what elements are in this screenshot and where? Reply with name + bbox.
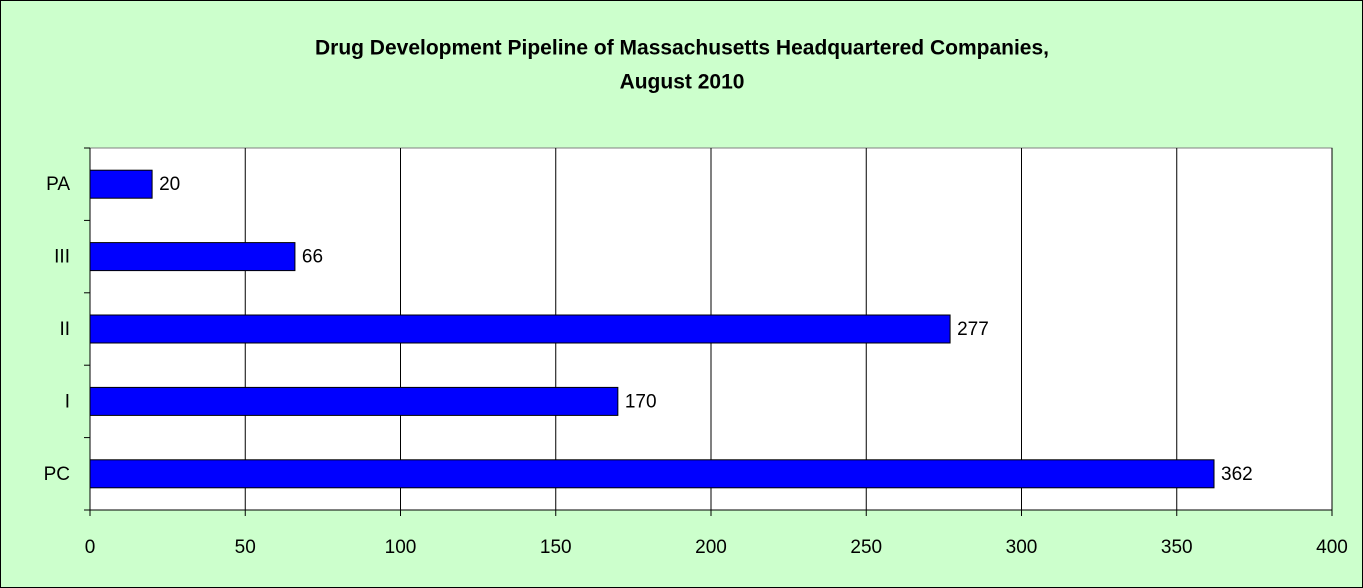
y-tick-label: PC [44, 464, 70, 485]
chart-title: August 2010 [620, 71, 745, 94]
x-tick-label: 0 [85, 537, 96, 558]
data-label: 277 [957, 319, 989, 340]
x-tick-label: 350 [1161, 537, 1193, 558]
chart-title: Drug Development Pipeline of Massachuset… [315, 37, 1049, 60]
data-label: 362 [1221, 464, 1253, 485]
bar [89, 242, 296, 272]
y-tick-label: III [54, 247, 70, 268]
data-label: 20 [159, 174, 180, 195]
y-tick-label: I [65, 391, 70, 412]
data-label: 170 [625, 391, 657, 412]
y-tick-label: II [59, 319, 70, 340]
x-tick-label: 400 [1316, 537, 1348, 558]
x-tick-label: 150 [540, 537, 572, 558]
bar [89, 386, 619, 416]
bar [89, 169, 153, 199]
x-tick-label: 100 [385, 537, 417, 558]
bar [89, 314, 951, 344]
x-tick-label: 200 [695, 537, 727, 558]
x-tick-label: 250 [850, 537, 882, 558]
x-tick-label: 50 [235, 537, 256, 558]
x-tick-label: 300 [1006, 537, 1038, 558]
y-tick-label: PA [46, 174, 70, 195]
data-label: 66 [302, 247, 323, 268]
bar [89, 459, 1215, 489]
